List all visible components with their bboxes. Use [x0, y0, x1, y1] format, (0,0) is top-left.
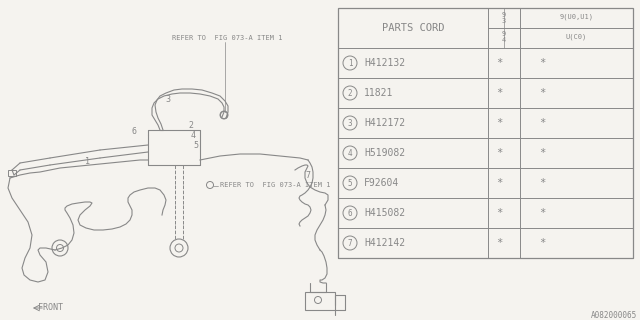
Text: *: *	[540, 178, 546, 188]
Text: FRONT: FRONT	[38, 303, 63, 313]
Text: 5: 5	[348, 179, 352, 188]
Text: *: *	[496, 148, 502, 158]
Bar	[305, 292, 335, 310]
Text: PARTS CORD: PARTS CORD	[381, 23, 444, 33]
Text: REFER TO  FIG 073-A ITEM 1: REFER TO FIG 073-A ITEM 1	[220, 182, 330, 188]
Text: 4: 4	[191, 131, 196, 140]
Text: 6: 6	[132, 126, 137, 135]
Text: 7: 7	[348, 238, 352, 247]
Text: 2: 2	[188, 121, 193, 130]
Text: *: *	[540, 238, 546, 248]
Text: H415082: H415082	[364, 208, 405, 218]
Text: *: *	[540, 208, 546, 218]
Text: H412132: H412132	[364, 58, 405, 68]
Text: 11821: 11821	[364, 88, 394, 98]
Text: *: *	[540, 148, 546, 158]
Text: 4: 4	[348, 148, 352, 157]
Text: H412172: H412172	[364, 118, 405, 128]
Text: 9
3: 9 3	[502, 12, 506, 24]
Text: *: *	[540, 88, 546, 98]
Text: 5: 5	[193, 140, 198, 149]
Text: REFER TO  FIG 073-A ITEM 1: REFER TO FIG 073-A ITEM 1	[172, 35, 282, 41]
Text: 6: 6	[348, 209, 352, 218]
Text: H412142: H412142	[364, 238, 405, 248]
Text: *: *	[496, 118, 502, 128]
Text: H519082: H519082	[364, 148, 405, 158]
Text: *: *	[496, 88, 502, 98]
Text: 9
4: 9 4	[502, 30, 506, 43]
Text: 7: 7	[305, 171, 310, 180]
Text: 2: 2	[348, 89, 352, 98]
Text: *: *	[496, 208, 502, 218]
Text: U(C0): U(C0)	[566, 34, 587, 40]
Text: *: *	[540, 58, 546, 68]
Text: *: *	[496, 58, 502, 68]
Text: *: *	[496, 238, 502, 248]
Text: *: *	[540, 118, 546, 128]
Text: 1: 1	[348, 59, 352, 68]
Text: *: *	[496, 178, 502, 188]
Text: 3: 3	[348, 118, 352, 127]
Text: 3: 3	[165, 95, 170, 105]
Text: 1: 1	[86, 157, 90, 166]
Bar	[338, 8, 633, 258]
Text: F92604: F92604	[364, 178, 399, 188]
Bar	[8, 170, 16, 176]
Text: 9(U0,U1): 9(U0,U1)	[559, 13, 593, 20]
Text: A082000065: A082000065	[591, 310, 637, 319]
